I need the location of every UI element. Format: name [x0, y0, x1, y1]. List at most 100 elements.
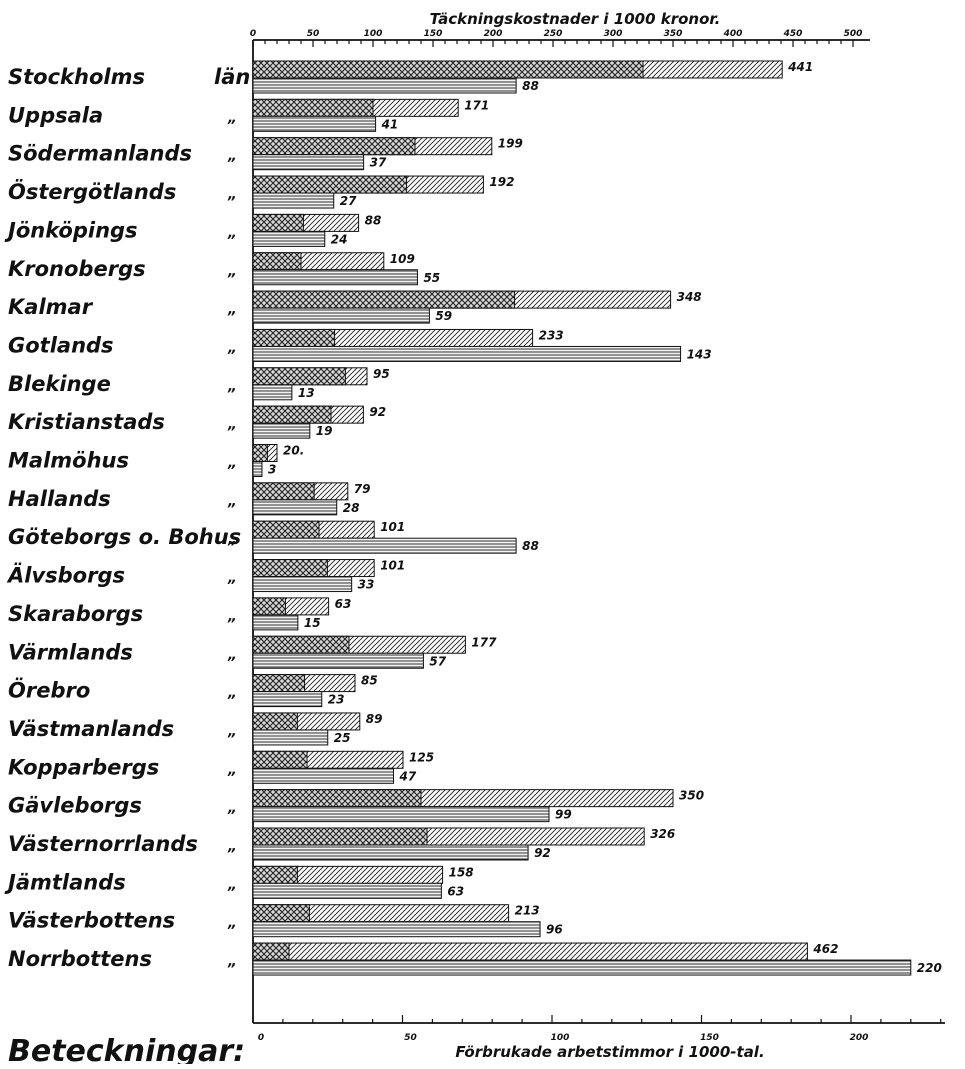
top-axis-title: Täckningskostnader i 1000 kronor.	[430, 10, 721, 28]
county-suffix: „	[227, 954, 237, 970]
bottom-axis-ticks: 0 50 100 150 200	[253, 1015, 941, 1043]
cost-bar-cross-part	[253, 214, 303, 231]
county-label: Gävleborgs	[8, 794, 142, 818]
cost-value-label: 101	[380, 559, 405, 573]
county-label: Jönköpings	[4, 218, 138, 242]
county-suffix: „	[227, 379, 237, 395]
cost-value-label: 101	[380, 520, 405, 534]
county-suffix: „	[227, 916, 237, 932]
county-suffix: „	[227, 149, 237, 165]
county-suffix: „	[227, 494, 237, 510]
hours-value-label: 28	[343, 501, 360, 515]
cost-value-label: 326	[650, 827, 675, 841]
cost-bar-cross-part	[253, 636, 349, 653]
county-label: Södermanlands	[8, 142, 192, 166]
cost-bar-cross-part	[253, 445, 267, 462]
hours-bar	[253, 845, 528, 860]
cost-value-label: 79	[354, 482, 371, 496]
county-label: Blekinge	[8, 372, 111, 396]
cost-value-label: 177	[471, 635, 497, 649]
hours-value-label: 27	[340, 194, 357, 208]
county-label: Stockholms	[8, 65, 145, 89]
cost-value-label: 88	[365, 213, 382, 227]
county-label: Hallands	[8, 487, 111, 511]
hours-bar	[253, 807, 549, 822]
cost-bar-cross-part	[253, 61, 643, 78]
top-tick-label: 150	[424, 29, 443, 39]
hours-value-label: 37	[370, 156, 387, 170]
county-label: Örebro	[8, 678, 90, 703]
cost-value-label: 350	[679, 789, 704, 803]
county-suffix: „	[227, 532, 237, 548]
hours-bar	[253, 462, 262, 477]
hours-value-label: 41	[381, 117, 399, 131]
hours-value-label: 23	[328, 693, 345, 707]
county-suffix: „	[227, 877, 237, 893]
bottom-tick-label: 0	[258, 1033, 264, 1043]
county-suffix: „	[227, 839, 237, 855]
cost-bar-cross-part	[253, 675, 305, 692]
cost-value-label: 158	[449, 865, 474, 879]
county-label: Västmanlands	[8, 717, 174, 741]
county-label: Skaraborgs	[8, 602, 143, 626]
hours-bar	[253, 116, 376, 131]
hours-bar	[253, 653, 423, 668]
cost-bar-cross-part	[253, 598, 285, 615]
hours-value-label: 220	[917, 961, 942, 975]
cost-bar-cross-part	[253, 406, 331, 423]
top-axis-ticks: 0 50 100 150 200 250 300 350 400 450 500	[250, 29, 863, 47]
county-suffix: „	[227, 187, 237, 203]
hours-bar	[253, 577, 352, 592]
county-suffix: „	[227, 801, 237, 817]
hours-value-label: 57	[429, 654, 446, 668]
county-suffix: „	[227, 647, 237, 663]
county-suffix: „	[227, 225, 237, 241]
cost-bar-cross-part	[253, 368, 345, 385]
county-suffix: „	[227, 686, 237, 702]
cost-value-label: 348	[677, 290, 702, 304]
bottom-axis-title: Förbrukade arbetstimmor i 1000-tal.	[455, 1043, 764, 1061]
top-tick-label: 0	[250, 29, 256, 39]
county-label: Kronobergs	[8, 257, 146, 281]
top-tick-label: 250	[544, 29, 563, 39]
county-label: Norrbottens	[8, 947, 152, 971]
top-tick-label: 350	[664, 29, 683, 39]
county-suffix: „	[227, 340, 237, 356]
hours-bar	[253, 960, 911, 975]
cost-bar-cross-part	[253, 329, 335, 346]
county-label: Västernorrlands	[8, 832, 198, 856]
cost-value-label: 89	[366, 712, 383, 726]
hours-bar	[253, 538, 516, 553]
county-label: Jämtlands	[4, 870, 126, 894]
cost-value-label: 213	[515, 904, 540, 918]
bottom-tick-label: 150	[700, 1033, 719, 1043]
county-label: Uppsala	[8, 103, 103, 127]
hours-bar	[253, 768, 394, 783]
cost-bar-cross-part	[253, 828, 427, 845]
county-label: Kopparbergs	[8, 755, 159, 779]
bottom-tick-label: 100	[551, 1033, 570, 1043]
county-label: Malmöhus	[8, 449, 129, 473]
hours-value-label: 19	[316, 424, 333, 438]
bottom-tick-label: 200	[850, 1033, 869, 1043]
cost-value-label: 192	[489, 175, 514, 189]
cost-value-label: 233	[539, 328, 564, 342]
hours-bar	[253, 270, 417, 285]
hours-bar	[253, 883, 441, 898]
cost-bar-cross-part	[253, 943, 289, 960]
hours-value-label: 63	[447, 884, 464, 898]
hours-value-label: 24	[331, 232, 348, 246]
hours-value-label: 143	[687, 347, 712, 361]
bars-group: 4418817141199371922788241095534859233143…	[253, 60, 942, 975]
top-tick-label: 450	[783, 29, 803, 39]
hours-bar	[253, 615, 298, 630]
county-label: Gotlands	[8, 333, 114, 357]
cost-bar-cross-part	[253, 866, 297, 883]
cost-value-label: 441	[787, 60, 813, 74]
hours-bar	[253, 155, 364, 170]
cost-value-label: 109	[390, 252, 415, 266]
top-tick-label: 400	[723, 29, 743, 39]
hours-value-label: 99	[555, 808, 572, 822]
